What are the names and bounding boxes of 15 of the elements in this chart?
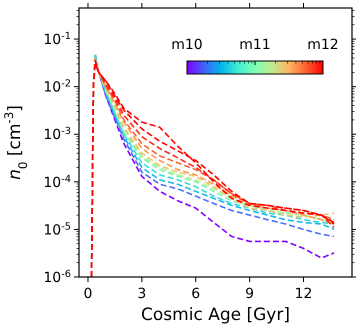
y-tick-label: 10$^{-4}$ [43, 173, 71, 191]
x-tick-label: 3 [137, 286, 146, 302]
x-tick-label: 6 [191, 286, 200, 302]
x-tick-label: 12 [294, 286, 312, 302]
y-tick-label: 10$^{-6}$ [43, 268, 71, 286]
y-tick-label: 10$^{-5}$ [43, 220, 71, 238]
y-tick-label: 10$^{-3}$ [43, 126, 71, 144]
x-axis-title: Cosmic Age [Gyr] [141, 305, 290, 325]
x-tick-label: 9 [245, 286, 254, 302]
annotation: m10 [171, 37, 203, 53]
annotation: m11 [239, 37, 271, 53]
y-tick-label: 10$^{-1}$ [43, 30, 71, 48]
x-tick-label: 0 [84, 286, 92, 302]
annotation: m12 [307, 37, 339, 53]
y-tick-label: 10$^{-2}$ [43, 78, 71, 96]
